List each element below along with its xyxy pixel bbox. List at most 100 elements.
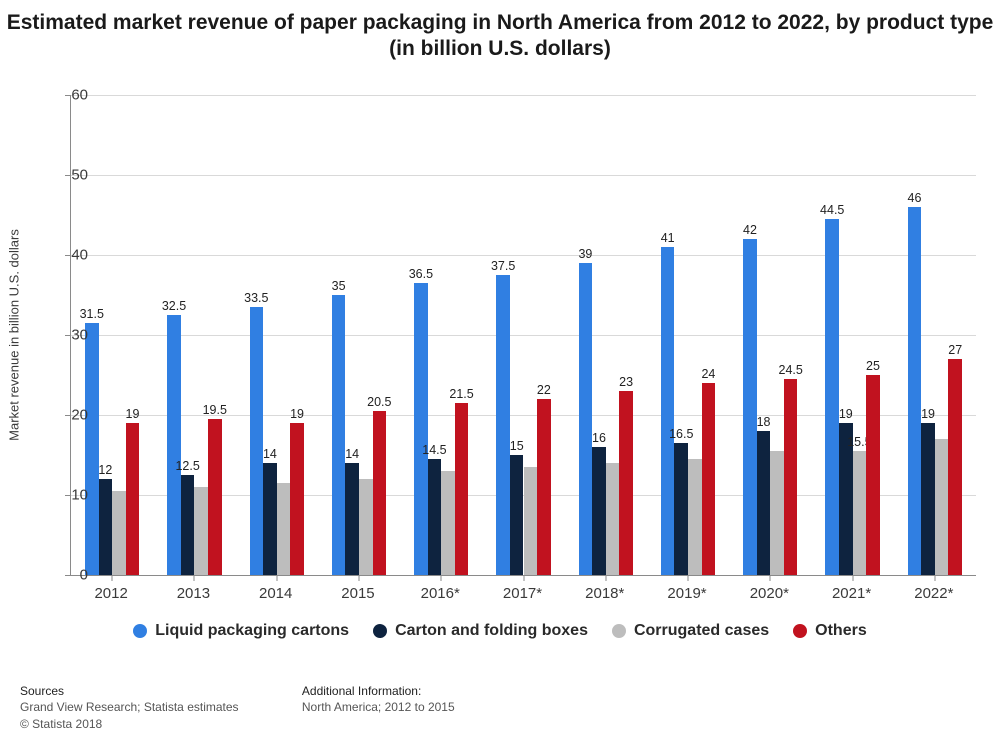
ytick-label: 30 xyxy=(48,327,88,344)
bar xyxy=(770,451,784,575)
xtick-label: 2017* xyxy=(483,585,563,602)
bar xyxy=(263,463,277,575)
bar-label: 46 xyxy=(908,191,922,205)
bar xyxy=(181,475,195,575)
legend-swatch xyxy=(373,624,387,638)
bar xyxy=(948,359,962,575)
ytick-label: 20 xyxy=(48,407,88,424)
ytick-label: 50 xyxy=(48,167,88,184)
bar-label: 19.5 xyxy=(203,403,227,417)
chart-container: Estimated market revenue of paper packag… xyxy=(0,0,1000,743)
bar xyxy=(688,459,702,575)
xtick-mark xyxy=(605,575,606,581)
bar xyxy=(579,263,593,575)
bar-label: 14.5 xyxy=(422,443,446,457)
xtick-mark xyxy=(770,575,771,581)
bar-label: 16.5 xyxy=(669,427,693,441)
bar-label: 14 xyxy=(263,447,277,461)
bar xyxy=(921,423,935,575)
bar xyxy=(414,283,428,575)
xtick-label: 2016* xyxy=(400,585,480,602)
xtick-label: 2020* xyxy=(729,585,809,602)
xtick-label: 2012 xyxy=(71,585,151,602)
legend-item: Carton and folding boxes xyxy=(373,622,588,640)
bar-label: 32.5 xyxy=(162,299,186,313)
bar xyxy=(455,403,469,575)
plot-area: 31.5121932.512.519.533.51419351420.536.5… xyxy=(70,95,976,576)
bar-label: 44.5 xyxy=(820,203,844,217)
bar-label: 22 xyxy=(537,383,551,397)
bar-label: 21.5 xyxy=(449,387,473,401)
xtick-mark xyxy=(112,575,113,581)
bar-label: 16 xyxy=(592,431,606,445)
bar-label: 39 xyxy=(578,247,592,261)
legend-label: Corrugated cases xyxy=(634,622,769,640)
bar xyxy=(935,439,949,575)
bar xyxy=(345,463,359,575)
xtick-mark xyxy=(441,575,442,581)
legend-swatch xyxy=(133,624,147,638)
footer-additional-line: North America; 2012 to 2015 xyxy=(302,699,455,716)
bar xyxy=(674,443,688,575)
legend-label: Others xyxy=(815,622,867,640)
bar xyxy=(290,423,304,575)
bar xyxy=(194,487,208,575)
chart-title: Estimated market revenue of paper packag… xyxy=(0,10,1000,63)
bar-label: 19 xyxy=(839,407,853,421)
bar-label: 19 xyxy=(290,407,304,421)
bar xyxy=(373,411,387,575)
bar xyxy=(702,383,716,575)
y-axis-title: Market revenue in billion U.S. dollars xyxy=(7,229,22,441)
bar-label: 14 xyxy=(345,447,359,461)
footer: Sources Grand View Research; Statista es… xyxy=(20,683,515,733)
gridline xyxy=(71,175,976,176)
bar-label: 25 xyxy=(866,359,880,373)
xtick-mark xyxy=(358,575,359,581)
bar-label: 19 xyxy=(921,407,935,421)
legend-item: Others xyxy=(793,622,867,640)
bar xyxy=(784,379,798,575)
bar xyxy=(332,295,346,575)
legend-item: Liquid packaging cartons xyxy=(133,622,349,640)
bar xyxy=(853,451,867,575)
bar-label: 15 xyxy=(510,439,524,453)
bar xyxy=(908,207,922,575)
bar xyxy=(112,491,126,575)
bar xyxy=(126,423,140,575)
xtick-mark xyxy=(523,575,524,581)
bar-label: 27 xyxy=(948,343,962,357)
bar xyxy=(743,239,757,575)
legend-label: Liquid packaging cartons xyxy=(155,622,349,640)
bar xyxy=(428,459,442,575)
footer-additional-head: Additional Information: xyxy=(302,683,455,700)
bar-label: 12 xyxy=(98,463,112,477)
xtick-label: 2019* xyxy=(647,585,727,602)
bar-label: 31.5 xyxy=(80,307,104,321)
bar-label: 35 xyxy=(332,279,346,293)
bar-label: 33.5 xyxy=(244,291,268,305)
ytick-label: 10 xyxy=(48,487,88,504)
footer-sources: Sources Grand View Research; Statista es… xyxy=(20,683,239,733)
bar xyxy=(825,219,839,575)
bar xyxy=(208,419,222,575)
xtick-label: 2018* xyxy=(565,585,645,602)
bar xyxy=(510,455,524,575)
gridline xyxy=(71,255,976,256)
footer-sources-line: © Statista 2018 xyxy=(20,716,239,733)
xtick-mark xyxy=(852,575,853,581)
bar xyxy=(537,399,551,575)
bar xyxy=(99,479,113,575)
ytick-label: 40 xyxy=(48,247,88,264)
bar xyxy=(441,471,455,575)
bar-label: 20.5 xyxy=(367,395,391,409)
ytick-label: 60 xyxy=(48,87,88,104)
ytick-label: 0 xyxy=(48,567,88,584)
bar xyxy=(661,247,675,575)
legend: Liquid packaging cartons Carton and foldi… xyxy=(0,622,1000,643)
bar xyxy=(524,467,538,575)
legend-swatch xyxy=(793,624,807,638)
bar xyxy=(359,479,373,575)
bar xyxy=(866,375,880,575)
footer-additional: Additional Information: North America; 2… xyxy=(302,683,455,717)
bar-label: 42 xyxy=(743,223,757,237)
